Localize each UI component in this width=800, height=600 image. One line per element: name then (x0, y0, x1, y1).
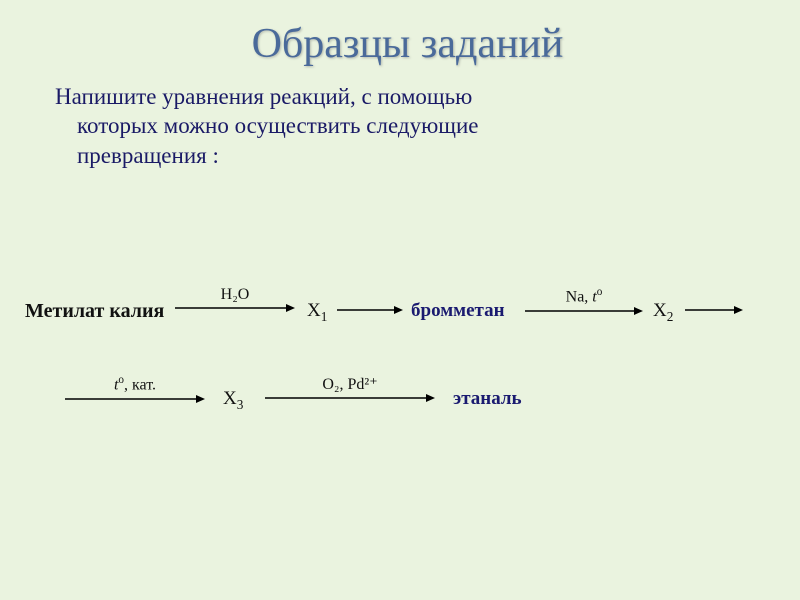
arrow-4 (685, 304, 743, 316)
reaction-scheme: Метилат калия X1 бромметан X2 H₂O Na, to (25, 260, 760, 490)
node-x2-sub: 2 (667, 309, 674, 324)
task-line-3: превращения : (55, 141, 760, 170)
node-x3-letter: X (223, 388, 237, 409)
arrow-5-label: to, кат. (114, 374, 156, 394)
arrow-3-line (525, 305, 643, 317)
arrow-2 (337, 304, 403, 316)
node-ethanal: этаналь (453, 388, 522, 410)
node-x1-letter: X (307, 300, 321, 321)
slide: Образцы заданий Напишите уравнения реакц… (0, 0, 800, 600)
arrow-5-line (65, 393, 205, 405)
node-x1-sub: 1 (321, 309, 328, 324)
slide-title: Образцы заданий (55, 20, 760, 68)
node-methylate-k: Метилат калия (25, 300, 164, 323)
arrow-2-line (337, 304, 403, 316)
node-bromomethane: бромметан (411, 300, 505, 322)
task-text: Напишите уравнения реакций, с помощью ко… (55, 82, 760, 170)
node-x3-sub: 3 (237, 397, 244, 412)
arrow-3-label: Na, to (566, 286, 603, 306)
arrow-6: O₂, Pd²⁺ (265, 374, 435, 404)
arrow-4-line (685, 304, 743, 316)
arrow-6-line (265, 392, 435, 404)
arrow-6-label: O₂, Pd²⁺ (322, 374, 377, 394)
node-x2: X2 (653, 300, 673, 325)
arrow-3: Na, to (525, 286, 643, 316)
arrow-1-line (175, 302, 295, 314)
node-x3: X3 (223, 388, 243, 413)
task-line-1: Напишите уравнения реакций, с помощью (55, 82, 760, 111)
arrow-1: H₂O (175, 286, 295, 314)
arrow-5: to, кат. (65, 374, 205, 404)
node-x2-letter: X (653, 300, 667, 321)
task-line-2: которых можно осуществить следующие (55, 111, 760, 140)
node-x1: X1 (307, 300, 327, 325)
